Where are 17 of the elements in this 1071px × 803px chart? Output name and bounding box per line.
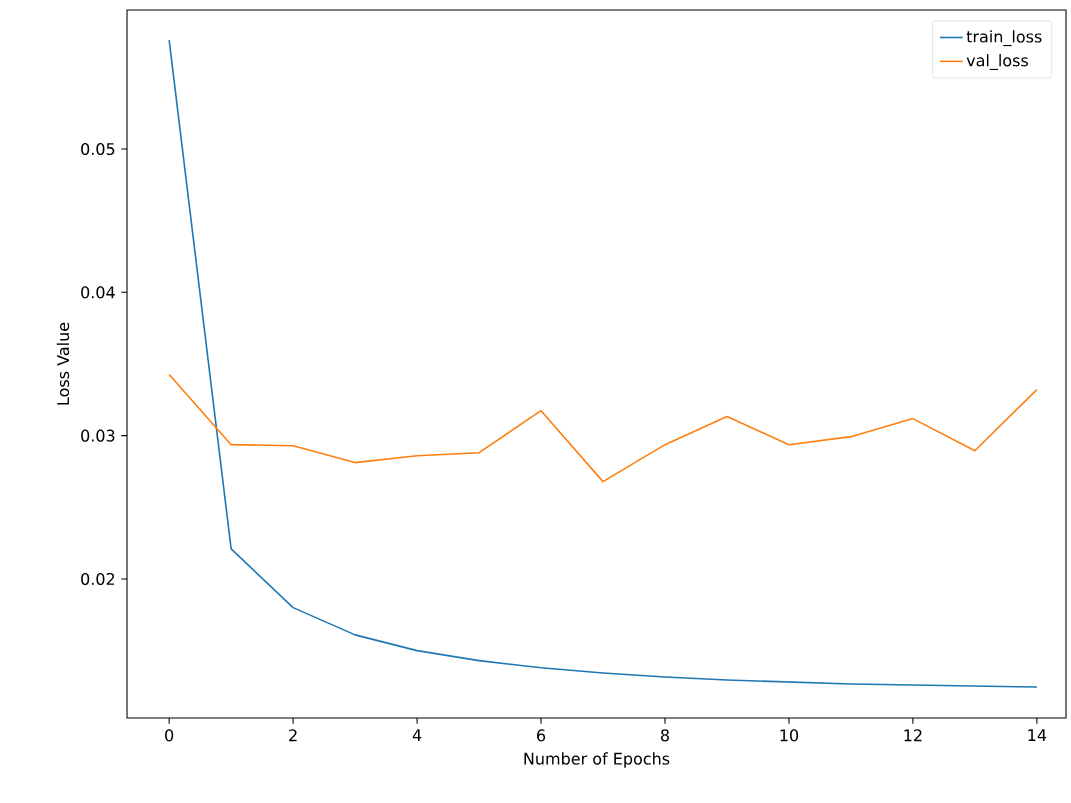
- x-axis-title: Number of Epochs: [524, 752, 670, 768]
- x-tick-label: 12: [904, 729, 922, 742]
- x-tick-label: 4: [412, 729, 422, 741]
- line-series: [168, 373, 1038, 483]
- x-tick-label: 14: [1028, 729, 1047, 741]
- x-tick-label: 10: [780, 729, 799, 742]
- legend-label: val_loss: [966, 54, 1029, 71]
- y-tick-label: 0.03: [81, 429, 115, 442]
- legend-label: train_loss: [966, 30, 1042, 47]
- x-tick-label: 0: [165, 729, 174, 742]
- x-tick-label: 8: [660, 729, 669, 742]
- y-axis-title: Loss Value: [56, 322, 70, 405]
- x-tick-label: 2: [289, 729, 297, 742]
- y-tick-label: 0.02: [81, 572, 115, 586]
- y-tick-label: 0.04: [81, 286, 115, 299]
- y-tick-label: 0.05: [81, 142, 115, 156]
- x-tick-label: 6: [537, 729, 546, 742]
